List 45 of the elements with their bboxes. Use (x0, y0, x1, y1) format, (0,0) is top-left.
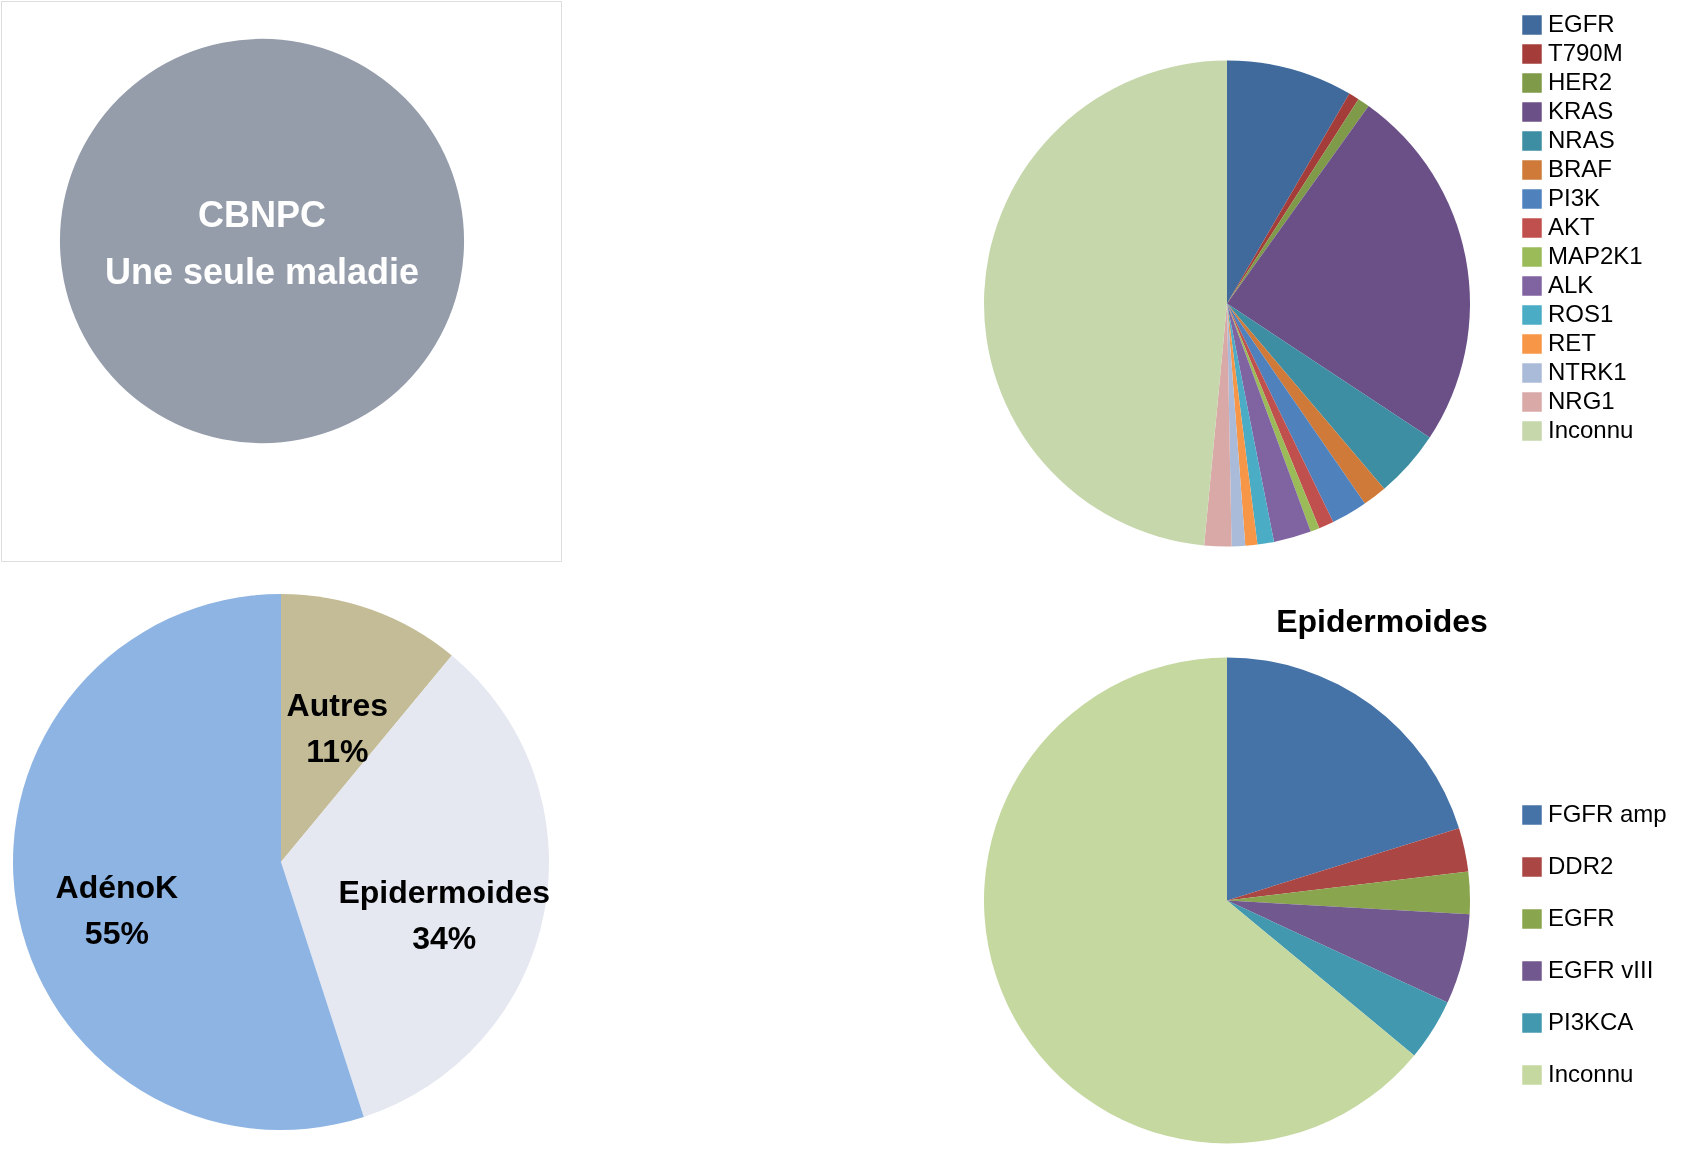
legend-label: RET (1548, 329, 1597, 356)
legend-label: NRG1 (1548, 387, 1615, 414)
text: CBNPC (197, 194, 327, 235)
data-label: 11% (306, 732, 369, 769)
pie-slice (984, 657, 1415, 1144)
pie-slice (1227, 303, 1275, 545)
legend-label: EGFR (1548, 10, 1615, 37)
legend-label: PI3K (1548, 184, 1601, 211)
legend-label: DDR2 (1548, 852, 1614, 879)
legend-label: Inconnu (1548, 416, 1634, 443)
text: Une seule maladie (104, 251, 420, 292)
slice-label: Epidermoides (338, 874, 551, 911)
legend-label: NTRK1 (1548, 358, 1627, 385)
data-label: 34% (412, 920, 477, 957)
legend-label: BRAF (1548, 155, 1613, 182)
legend-label: EGFR vIII (1548, 956, 1654, 983)
pie-slice (1227, 657, 1460, 901)
slice-label: AdénoK (55, 868, 179, 905)
pie-slice (984, 60, 1227, 546)
legend-label: HER2 (1548, 68, 1613, 95)
pie-slice (1227, 900, 1470, 1003)
legend-label: KRAS (1548, 97, 1614, 124)
legend-label: MAP2K1 (1548, 242, 1643, 269)
legend-label: T790M (1548, 39, 1623, 66)
slice-label: Autres (286, 686, 388, 723)
pie-slice (281, 655, 549, 1117)
legend-label: EGFR (1548, 904, 1615, 931)
pie-slice (1227, 303, 1365, 523)
pie-slice (1227, 871, 1470, 915)
legend-label: FGFR amp (1548, 800, 1667, 827)
chart-title: Epidermoides (1276, 603, 1488, 639)
data-label: 55% (84, 914, 149, 951)
legend-label: NRAS (1548, 126, 1615, 153)
pie-slice (281, 594, 452, 862)
legend-label: PI3KCA (1548, 1008, 1634, 1035)
pie-slice (1227, 900, 1448, 1056)
pie-slice (1227, 303, 1430, 489)
pie-slice (1227, 106, 1470, 438)
legend-label: ALK (1548, 271, 1594, 298)
pie-slice (1227, 303, 1385, 504)
legend-label: ROS1 (1548, 300, 1614, 327)
legend-label: AKT (1548, 213, 1596, 240)
pie-slice (1227, 828, 1469, 901)
legend-label: Inconnu (1548, 1060, 1634, 1087)
pie-slice (1227, 60, 1350, 304)
